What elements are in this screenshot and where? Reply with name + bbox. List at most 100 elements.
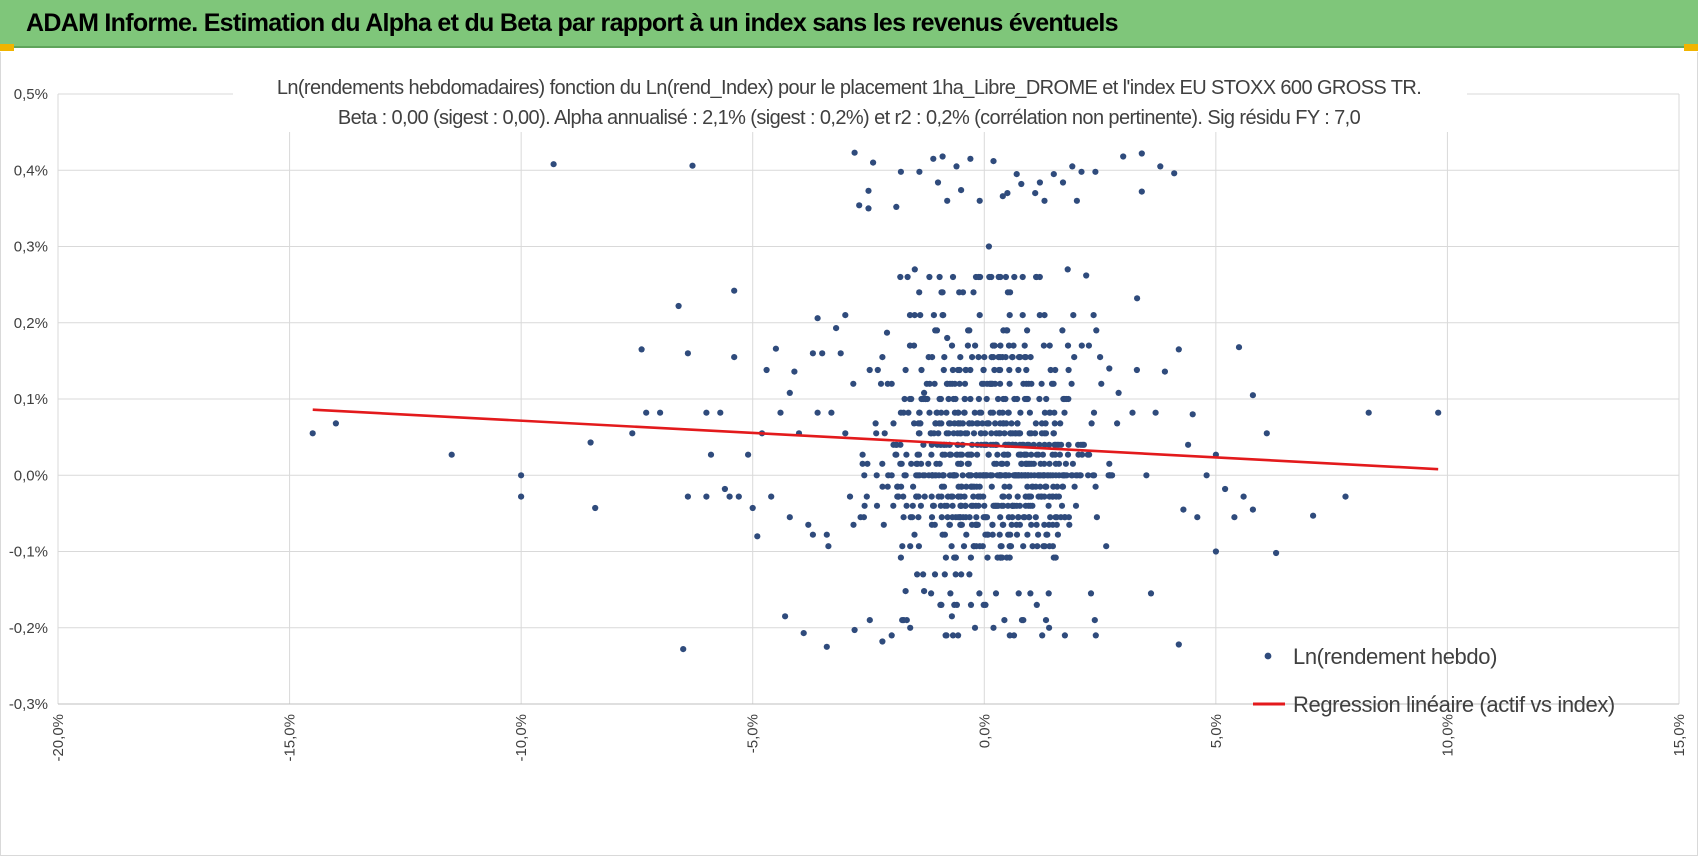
chart-legend: Ln(rendement hebdo) Regression linéaire … — [1253, 644, 1615, 717]
scatter-point — [703, 409, 710, 416]
scatter-point — [1056, 451, 1063, 458]
resize-handle-top-right[interactable] — [1684, 44, 1698, 51]
scatter-point — [1022, 502, 1029, 509]
scatter-point — [1024, 327, 1031, 334]
x-tick-label: -5,0% — [745, 714, 762, 753]
scatter-point — [936, 460, 943, 467]
scatter-point — [914, 460, 921, 467]
scatter-point — [926, 273, 933, 281]
axes: -0,3% -0,2% -0,1% 0,0% 0,1% 0,2% 0,3% 0,4% 0,5% -… — [9, 86, 1688, 762]
scatter-point — [1025, 380, 1032, 387]
scatter-point — [680, 646, 687, 653]
scatter-point — [850, 380, 857, 387]
scatter-point — [976, 590, 983, 597]
scatter-point — [959, 472, 966, 479]
scatter-point — [735, 493, 742, 500]
scatter-point — [931, 571, 939, 578]
scatter-point — [906, 342, 914, 349]
scatter-point — [941, 354, 948, 361]
scatter-point — [837, 350, 844, 357]
scatter-point — [901, 472, 908, 479]
scatter-point — [814, 409, 821, 416]
scatter-point — [905, 409, 912, 416]
scatter-point — [963, 483, 970, 490]
scatter-point — [786, 389, 793, 396]
resize-handle-top-left[interactable] — [0, 44, 14, 51]
scatter-point — [917, 502, 925, 509]
scatter-point — [1050, 380, 1057, 387]
scatter-point — [986, 273, 993, 281]
scatter-point — [911, 266, 918, 273]
scatter-point — [1032, 190, 1039, 197]
scatter-point — [949, 502, 956, 509]
scatter-point — [932, 327, 939, 334]
scatter-point — [1069, 163, 1076, 170]
scatter-point — [800, 630, 807, 637]
scatter-point — [1009, 502, 1017, 509]
scatter-point — [866, 366, 873, 374]
scatter-point — [1020, 472, 1027, 479]
scatter-point — [1015, 366, 1022, 374]
scatter-point — [964, 430, 971, 437]
scatter-point — [909, 502, 916, 509]
scatter-point — [1115, 389, 1122, 396]
scatter-point — [1235, 344, 1243, 351]
scatter-point — [897, 460, 904, 467]
scatter-point — [1120, 153, 1127, 160]
scatter-point — [809, 531, 817, 538]
scatter-point — [943, 380, 951, 387]
scatter-point — [1011, 273, 1018, 281]
scatter-point — [921, 389, 928, 396]
scatter-point — [1435, 409, 1442, 416]
scatter-point — [872, 420, 879, 427]
scatter-point — [994, 451, 1001, 458]
scatter-point — [1091, 617, 1098, 624]
scatter-point — [749, 504, 756, 512]
scatter-point — [985, 243, 993, 250]
scatter-point — [684, 350, 692, 357]
scatter-point — [964, 342, 972, 349]
scatter-point — [973, 514, 980, 521]
scatter-point — [909, 514, 916, 521]
scatter-point — [897, 273, 904, 281]
scatter-point — [707, 451, 715, 458]
scatter-point — [1106, 365, 1113, 372]
scatter-point — [949, 366, 957, 374]
scatter-point — [987, 409, 994, 416]
scatter-point — [913, 493, 920, 500]
y-tick-label: 0,4% — [14, 162, 48, 179]
scatter-point — [1138, 150, 1145, 157]
scatter-point — [1001, 483, 1008, 490]
scatter-point — [1152, 409, 1159, 416]
scatter-point — [1058, 441, 1065, 448]
scatter-point — [970, 289, 977, 296]
scatter-point — [976, 312, 983, 319]
scatter-point — [1175, 641, 1182, 648]
scatter-point — [930, 312, 938, 319]
x-tick-label: 15,0% — [1671, 714, 1688, 757]
scatter-point — [592, 504, 599, 512]
scatter-point — [1203, 472, 1210, 479]
scatter-point — [1054, 483, 1061, 490]
scatter-point — [1028, 451, 1035, 458]
scatter-point — [998, 502, 1005, 509]
scatter-point — [916, 289, 923, 296]
scatter-point — [918, 395, 925, 403]
scatter-point — [972, 273, 980, 281]
scatter-point — [1052, 554, 1059, 561]
scatter-point — [911, 531, 918, 538]
scatter-point — [726, 493, 733, 500]
scatter-point — [1365, 409, 1372, 416]
scatter-point — [1000, 493, 1007, 500]
scatter-point — [1071, 483, 1078, 490]
scatter-point — [1061, 409, 1068, 416]
y-tick-label: 0,1% — [14, 391, 48, 408]
scatter-point — [888, 472, 895, 479]
y-tick-label: 0,3% — [14, 239, 48, 256]
scatter-point — [943, 632, 950, 639]
scatter-point — [985, 531, 992, 538]
scatter-point — [957, 502, 964, 509]
scatter-point — [935, 493, 942, 500]
scatter-point — [940, 366, 947, 374]
scatter-point — [1052, 460, 1059, 467]
